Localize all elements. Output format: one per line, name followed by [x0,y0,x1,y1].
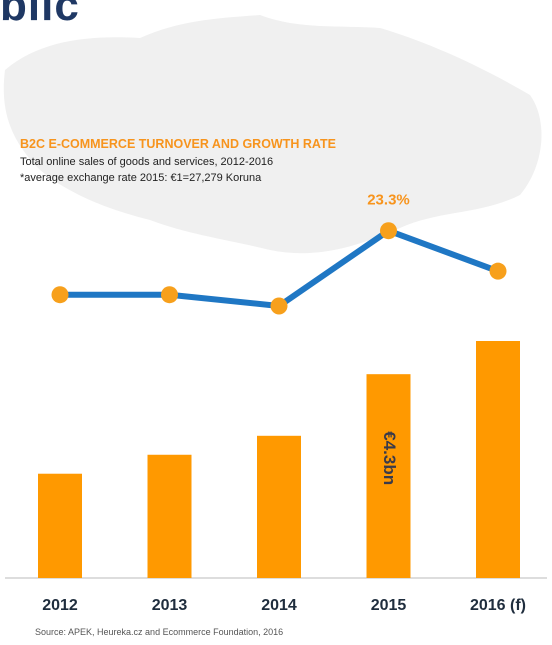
x-tick-label: 2012 [42,597,78,614]
growth-point-2012 [51,286,69,304]
country-map-silhouette [3,15,542,254]
x-tick-label: 2016 (f) [470,597,526,614]
growth-rate-line [57,227,501,309]
x-tick-label: 2013 [152,597,188,614]
growth-point-2013 [161,286,178,304]
chart-note: *average exchange rate 2015: €1=27,279 K… [20,172,262,184]
bar-2015 [366,374,411,578]
bar-2012 [38,473,82,578]
growth-point-2015 [380,222,397,240]
map-shape [3,15,542,254]
growth-point-2014 [270,297,288,315]
source-note: Source: APEK, Heureka.cz and Ecommerce F… [35,627,284,637]
page-heading-fragment: blic [0,0,80,30]
x-tick-label: 2014 [261,597,297,614]
growth-data-label: 23.3% [367,192,410,209]
chart-title: B2C E-COMMERCE TURNOVER AND GROWTH RATE [20,137,336,151]
bar-2014 [257,435,301,578]
chart-subtitle: Total online sales of goods and services… [20,156,274,168]
growth-point-2016f [489,262,507,280]
bar-data-label: €4.3bn [380,431,399,485]
x-tick-label: 2015 [371,597,407,614]
bar-2013 [147,454,192,578]
bar-2016f [476,341,520,578]
